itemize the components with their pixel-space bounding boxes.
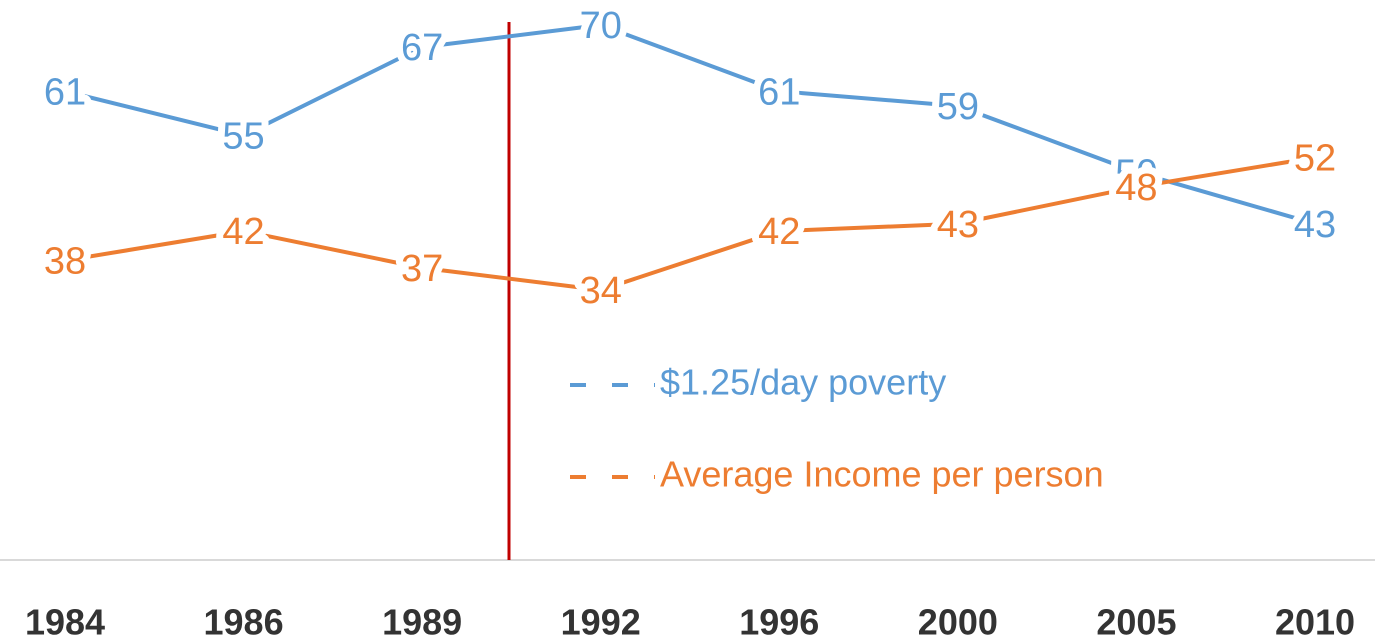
legend-label: $1.25/day poverty bbox=[660, 362, 946, 403]
data-label: 43 bbox=[1294, 204, 1336, 246]
x-tick-label: 2005 bbox=[1096, 602, 1176, 642]
data-label: 70 bbox=[580, 5, 622, 47]
series-line bbox=[64, 155, 1316, 292]
x-tick-label: 2010 bbox=[1275, 602, 1355, 642]
legend-label: Average Income per person bbox=[660, 454, 1104, 495]
data-label: 67 bbox=[401, 27, 443, 69]
x-tick-label: 1992 bbox=[561, 602, 641, 642]
data-label: 61 bbox=[758, 71, 800, 113]
data-label: 59 bbox=[937, 86, 979, 128]
data-label: 37 bbox=[401, 248, 443, 290]
x-tick-label: 1984 bbox=[25, 602, 105, 642]
data-label: 55 bbox=[222, 115, 264, 157]
data-label: 42 bbox=[758, 211, 800, 253]
x-tick-label: 1986 bbox=[204, 602, 284, 642]
series-line bbox=[64, 23, 1316, 226]
x-tick-label: 1989 bbox=[382, 602, 462, 642]
data-label: 52 bbox=[1294, 138, 1336, 180]
x-tick-label: 1996 bbox=[739, 602, 819, 642]
data-label: 42 bbox=[222, 211, 264, 253]
plot-area: 1984 1986 1989 1992 1996 2000 2005 2010 61 55 67 70… bbox=[25, 0, 1355, 642]
data-label: 50 bbox=[1115, 152, 1157, 194]
x-tick-label: 2000 bbox=[918, 602, 998, 642]
data-label: 43 bbox=[937, 204, 979, 246]
data-label: 38 bbox=[44, 241, 86, 283]
data-label: 48 bbox=[1115, 167, 1157, 209]
data-label: 61 bbox=[44, 71, 86, 113]
data-label: 34 bbox=[580, 270, 622, 312]
